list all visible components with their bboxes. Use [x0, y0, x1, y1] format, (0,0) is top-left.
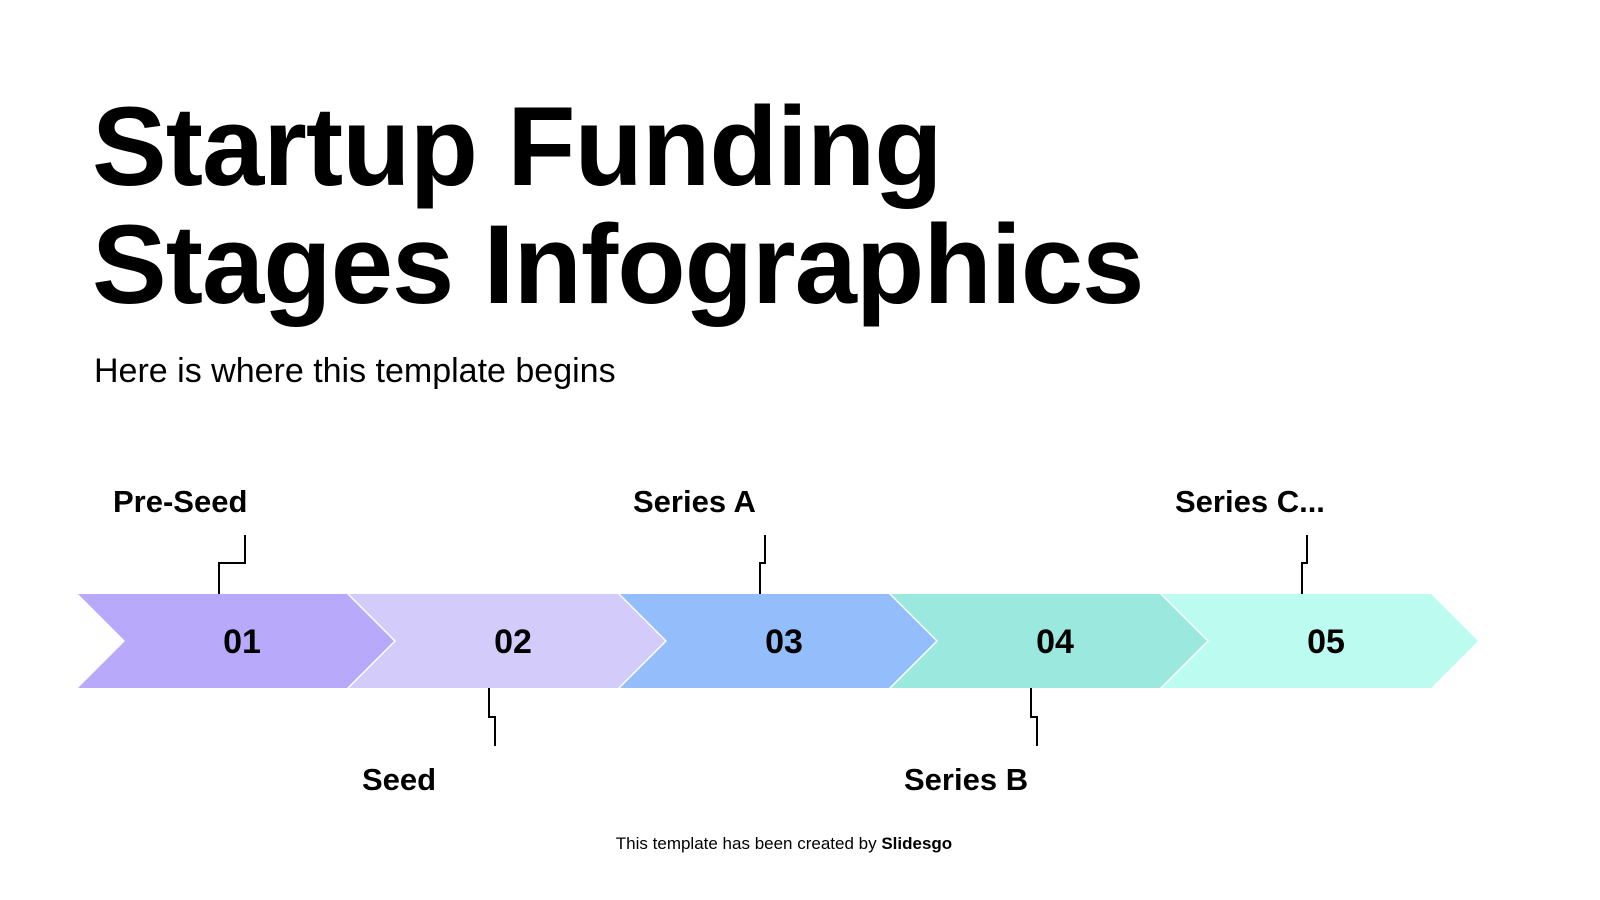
title-line-2: Stages Infographics	[92, 202, 1144, 327]
stage-label-3: Series A	[633, 484, 756, 519]
stage-number-5: 05	[1307, 623, 1345, 661]
stage-label-1: Pre-Seed	[113, 484, 248, 519]
title-line-1: Startup Funding	[92, 84, 943, 209]
slide-title: Startup Funding Stages Infographics	[92, 88, 1144, 327]
stage-chevron-5	[1162, 594, 1478, 688]
stage-connector-5	[1301, 535, 1308, 594]
slide-subtitle: Here is where this template begins	[94, 352, 616, 390]
stage-number-1: 01	[223, 623, 261, 661]
footer-brand[interactable]: Slidesgo	[881, 834, 953, 853]
stage-chevron-1	[78, 594, 394, 688]
stage-number-2: 02	[494, 623, 532, 661]
stage-connector-3	[759, 535, 766, 594]
stage-label-4: Series B	[904, 762, 1029, 797]
stage-number-3: 03	[765, 623, 803, 661]
stage-chevron-4	[891, 594, 1207, 688]
stage-label-5: Series C...	[1175, 484, 1325, 519]
stage-connector-4	[1030, 688, 1038, 746]
stage-chevron-2	[349, 594, 665, 688]
stage-number-4: 04	[1036, 623, 1074, 661]
stage-connector-1	[218, 535, 246, 594]
stage-label-2: Seed	[362, 762, 437, 797]
stage-connector-2	[488, 688, 496, 746]
stage-chevron-3	[620, 594, 936, 688]
footer-credit: This template has been created by Slides…	[0, 834, 1568, 854]
footer-text: This template has been created by	[615, 834, 882, 853]
